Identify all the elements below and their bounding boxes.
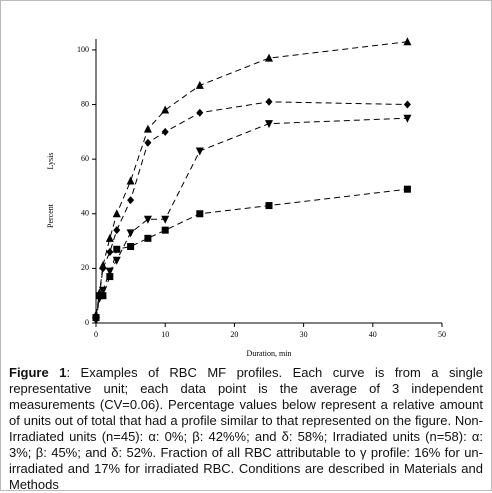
marker [113,245,121,253]
marker [196,108,204,117]
caption: Figure 1: Examples of RBC MF profiles. E… [9,365,483,493]
x-tick-label: 50 [438,330,446,339]
marker [92,314,100,322]
x-axis-label: Duration, min [247,349,292,358]
x-tick-label: 30 [300,330,308,339]
y-tick-label: 40 [81,209,89,218]
marker [265,202,273,210]
y-tick-label: 60 [81,154,89,163]
caption-text: : Examples of RBC MF profiles. Each curv… [9,365,483,492]
marker [112,209,121,218]
marker [144,138,152,147]
y-tick-label: 20 [81,263,89,272]
x-tick-label: 0 [94,330,98,339]
marker [265,120,273,129]
y-axis-label: Lysis [46,153,55,170]
series-line [95,101,408,318]
marker [106,273,114,281]
marker [99,292,107,300]
marker [161,127,169,136]
marker [113,226,121,235]
marker [161,215,170,224]
marker [106,248,114,256]
y-tick-label: 0 [85,318,89,327]
y-tick-label: 80 [81,99,89,108]
marker [127,196,135,205]
x-tick-label: 20 [230,330,238,339]
caption-label: Figure 1 [9,365,67,380]
marker [161,105,170,114]
series-line [95,117,408,321]
marker [265,97,273,106]
x-tick-label: 40 [369,330,377,339]
marker [195,147,204,156]
y-tick-label: 100 [77,45,89,54]
marker [403,114,412,123]
marker [403,185,411,193]
marker [265,53,273,62]
marker [195,80,204,89]
marker [143,124,152,133]
marker [99,264,107,273]
y-axis-label: Percent [46,203,55,228]
marker [144,234,152,242]
series-line [95,188,408,318]
series-line [95,41,408,315]
marker [105,233,114,242]
marker [161,226,169,234]
marker [196,210,204,218]
marker [126,229,135,238]
marker [127,243,135,251]
marker [126,176,135,185]
marker [403,37,412,46]
marker [403,100,411,109]
x-tick-label: 10 [161,330,169,339]
marker [143,215,152,224]
chart: Duration, min Percent Lysis 020406080100… [46,37,446,358]
